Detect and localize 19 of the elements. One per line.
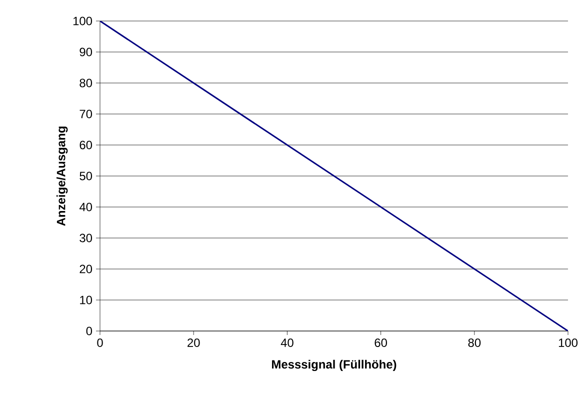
x-tick-label: 0 [97, 338, 103, 347]
y-tick-label: 70 [80, 110, 92, 118]
x-tick-label: 40 [280, 338, 294, 347]
y-tick-label: 80 [80, 78, 92, 88]
y-tick-label: 30 [80, 234, 92, 242]
y-tick-label: 20 [80, 264, 92, 274]
x-tick-label: 80 [468, 338, 481, 347]
y-tick-label: 60 [80, 140, 92, 150]
y-tick-label: 50 [80, 172, 92, 180]
y-tick-label: 90 [80, 48, 92, 56]
x-tick-label: 20 [188, 338, 200, 347]
x-axis-title: Messsignal (Füllhöhe) [272, 360, 396, 372]
x-tick-label: 100 [558, 338, 578, 347]
y-tick-label: 100 [73, 16, 92, 26]
x-tick-label: 60 [374, 338, 387, 347]
y-tick-label: 10 [80, 296, 92, 304]
y-tick-label: 0 [86, 326, 92, 336]
y-axis-title: Anzeige/Ausgang [56, 126, 68, 226]
y-tick-label: 40 [79, 202, 92, 212]
